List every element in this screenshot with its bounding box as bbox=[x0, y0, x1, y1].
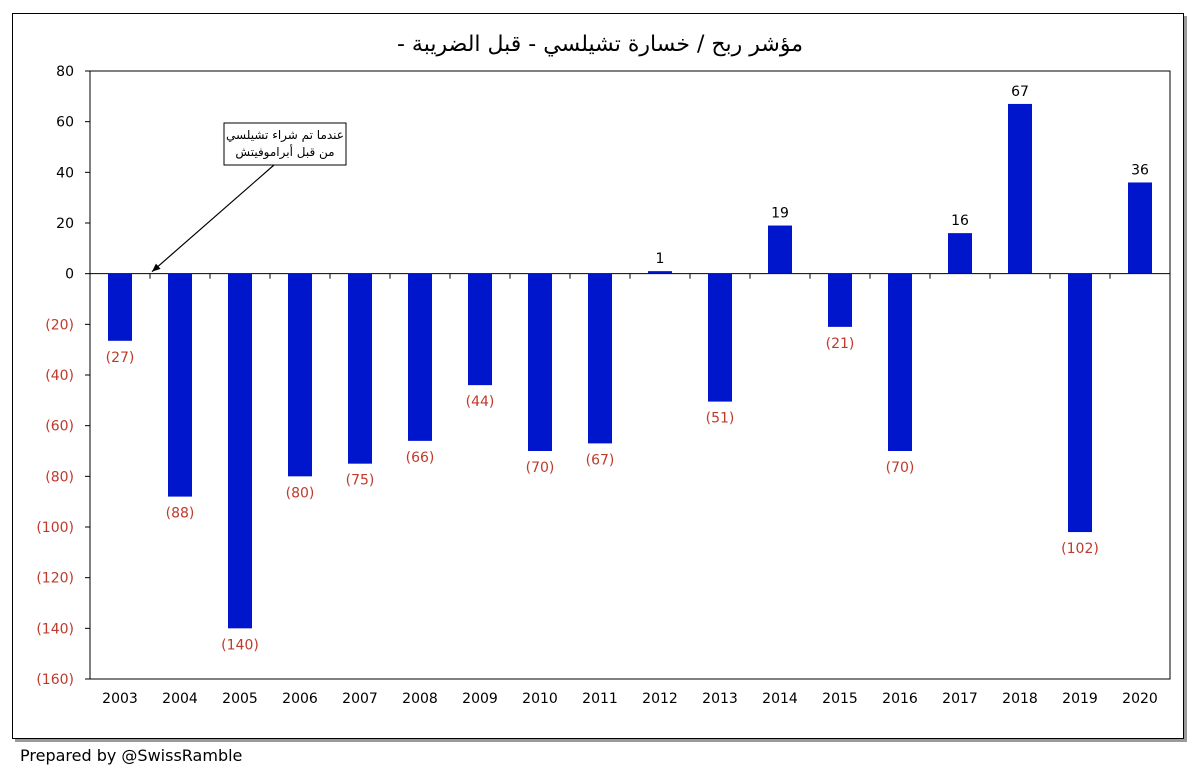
bar-2004 bbox=[168, 273, 192, 497]
x-tick-label: 2020 bbox=[1122, 691, 1158, 707]
data-label: (140) bbox=[221, 637, 259, 653]
bar-2006 bbox=[288, 273, 312, 477]
bar-2017 bbox=[948, 233, 972, 274]
data-label: (70) bbox=[526, 460, 555, 476]
annotation-line-2: من قبل أبراموفيتش bbox=[235, 144, 334, 160]
bar-2016 bbox=[888, 273, 912, 451]
data-label: (80) bbox=[286, 485, 315, 501]
bar-2013 bbox=[708, 273, 732, 402]
y-tick-label: (80) bbox=[45, 469, 74, 485]
bar-2014 bbox=[768, 225, 792, 274]
x-tick-label: 2009 bbox=[462, 691, 498, 707]
data-label: (66) bbox=[406, 450, 435, 466]
bar-2007 bbox=[348, 273, 372, 464]
bar-2010 bbox=[528, 273, 552, 451]
bar-2019 bbox=[1068, 273, 1092, 533]
annotation-arrow bbox=[151, 164, 275, 273]
x-tick-label: 2010 bbox=[522, 691, 558, 707]
data-label: (21) bbox=[826, 336, 855, 352]
x-tick-label: 2008 bbox=[402, 691, 438, 707]
chart-title: مؤشر ربح / خسارة تشيلسي - قبل الضريبة - bbox=[397, 32, 803, 57]
bar-2020 bbox=[1128, 182, 1152, 274]
data-label: (75) bbox=[346, 473, 375, 489]
y-tick-label: (40) bbox=[45, 368, 74, 384]
data-label: (51) bbox=[706, 411, 735, 427]
x-tick-label: 2012 bbox=[642, 691, 678, 707]
x-tick-label: 2019 bbox=[1062, 691, 1098, 707]
x-tick-label: 2004 bbox=[162, 691, 198, 707]
data-label: (27) bbox=[106, 350, 135, 366]
arrowhead-icon bbox=[152, 263, 161, 272]
y-tick-label: (100) bbox=[36, 520, 74, 536]
x-tick-label: 2014 bbox=[762, 691, 798, 707]
x-tick-label: 2016 bbox=[882, 691, 918, 707]
bar-2012 bbox=[648, 271, 672, 274]
y-tick-label: (20) bbox=[45, 317, 74, 333]
bar-2005 bbox=[228, 273, 252, 629]
x-tick-label: 2005 bbox=[222, 691, 258, 707]
y-tick-label: 80 bbox=[56, 64, 74, 80]
bar-2008 bbox=[408, 273, 432, 441]
data-label: 67 bbox=[1011, 84, 1029, 100]
y-tick-label: (60) bbox=[45, 419, 74, 435]
data-label: (67) bbox=[586, 452, 615, 468]
data-label: (44) bbox=[466, 394, 495, 410]
data-label: 1 bbox=[656, 251, 665, 267]
x-tick-label: 2006 bbox=[282, 691, 318, 707]
x-tick-label: 2007 bbox=[342, 691, 378, 707]
x-tick-label: 2011 bbox=[582, 691, 618, 707]
x-tick-label: 2015 bbox=[822, 691, 858, 707]
data-label: 19 bbox=[771, 206, 789, 222]
credit-text: Prepared by @SwissRamble bbox=[20, 746, 243, 765]
x-tick-label: 2003 bbox=[102, 691, 138, 707]
data-label: (70) bbox=[886, 460, 915, 476]
y-tick-label: (140) bbox=[36, 621, 74, 637]
bar-2003 bbox=[108, 273, 132, 341]
bar-2018 bbox=[1008, 103, 1032, 274]
x-tick-label: 2013 bbox=[702, 691, 738, 707]
bar-2015 bbox=[828, 273, 852, 327]
data-label: (102) bbox=[1061, 541, 1099, 557]
y-tick-label: 40 bbox=[56, 165, 74, 181]
y-tick-label: 0 bbox=[65, 267, 74, 283]
data-label: 16 bbox=[951, 213, 969, 229]
y-tick-label: 20 bbox=[56, 216, 74, 232]
y-tick-label: (120) bbox=[36, 571, 74, 587]
bar-2009 bbox=[468, 273, 492, 386]
annotation-line-1: عندما تم شراء تشيلسي bbox=[226, 128, 344, 143]
data-label: 36 bbox=[1131, 162, 1149, 178]
bar-2011 bbox=[588, 273, 612, 444]
annotation-box bbox=[223, 122, 347, 166]
data-label: (88) bbox=[166, 506, 195, 522]
y-tick-label: 60 bbox=[56, 115, 74, 131]
x-tick-label: 2018 bbox=[1002, 691, 1038, 707]
x-tick-label: 2017 bbox=[942, 691, 978, 707]
y-tick-label: (160) bbox=[36, 672, 74, 688]
